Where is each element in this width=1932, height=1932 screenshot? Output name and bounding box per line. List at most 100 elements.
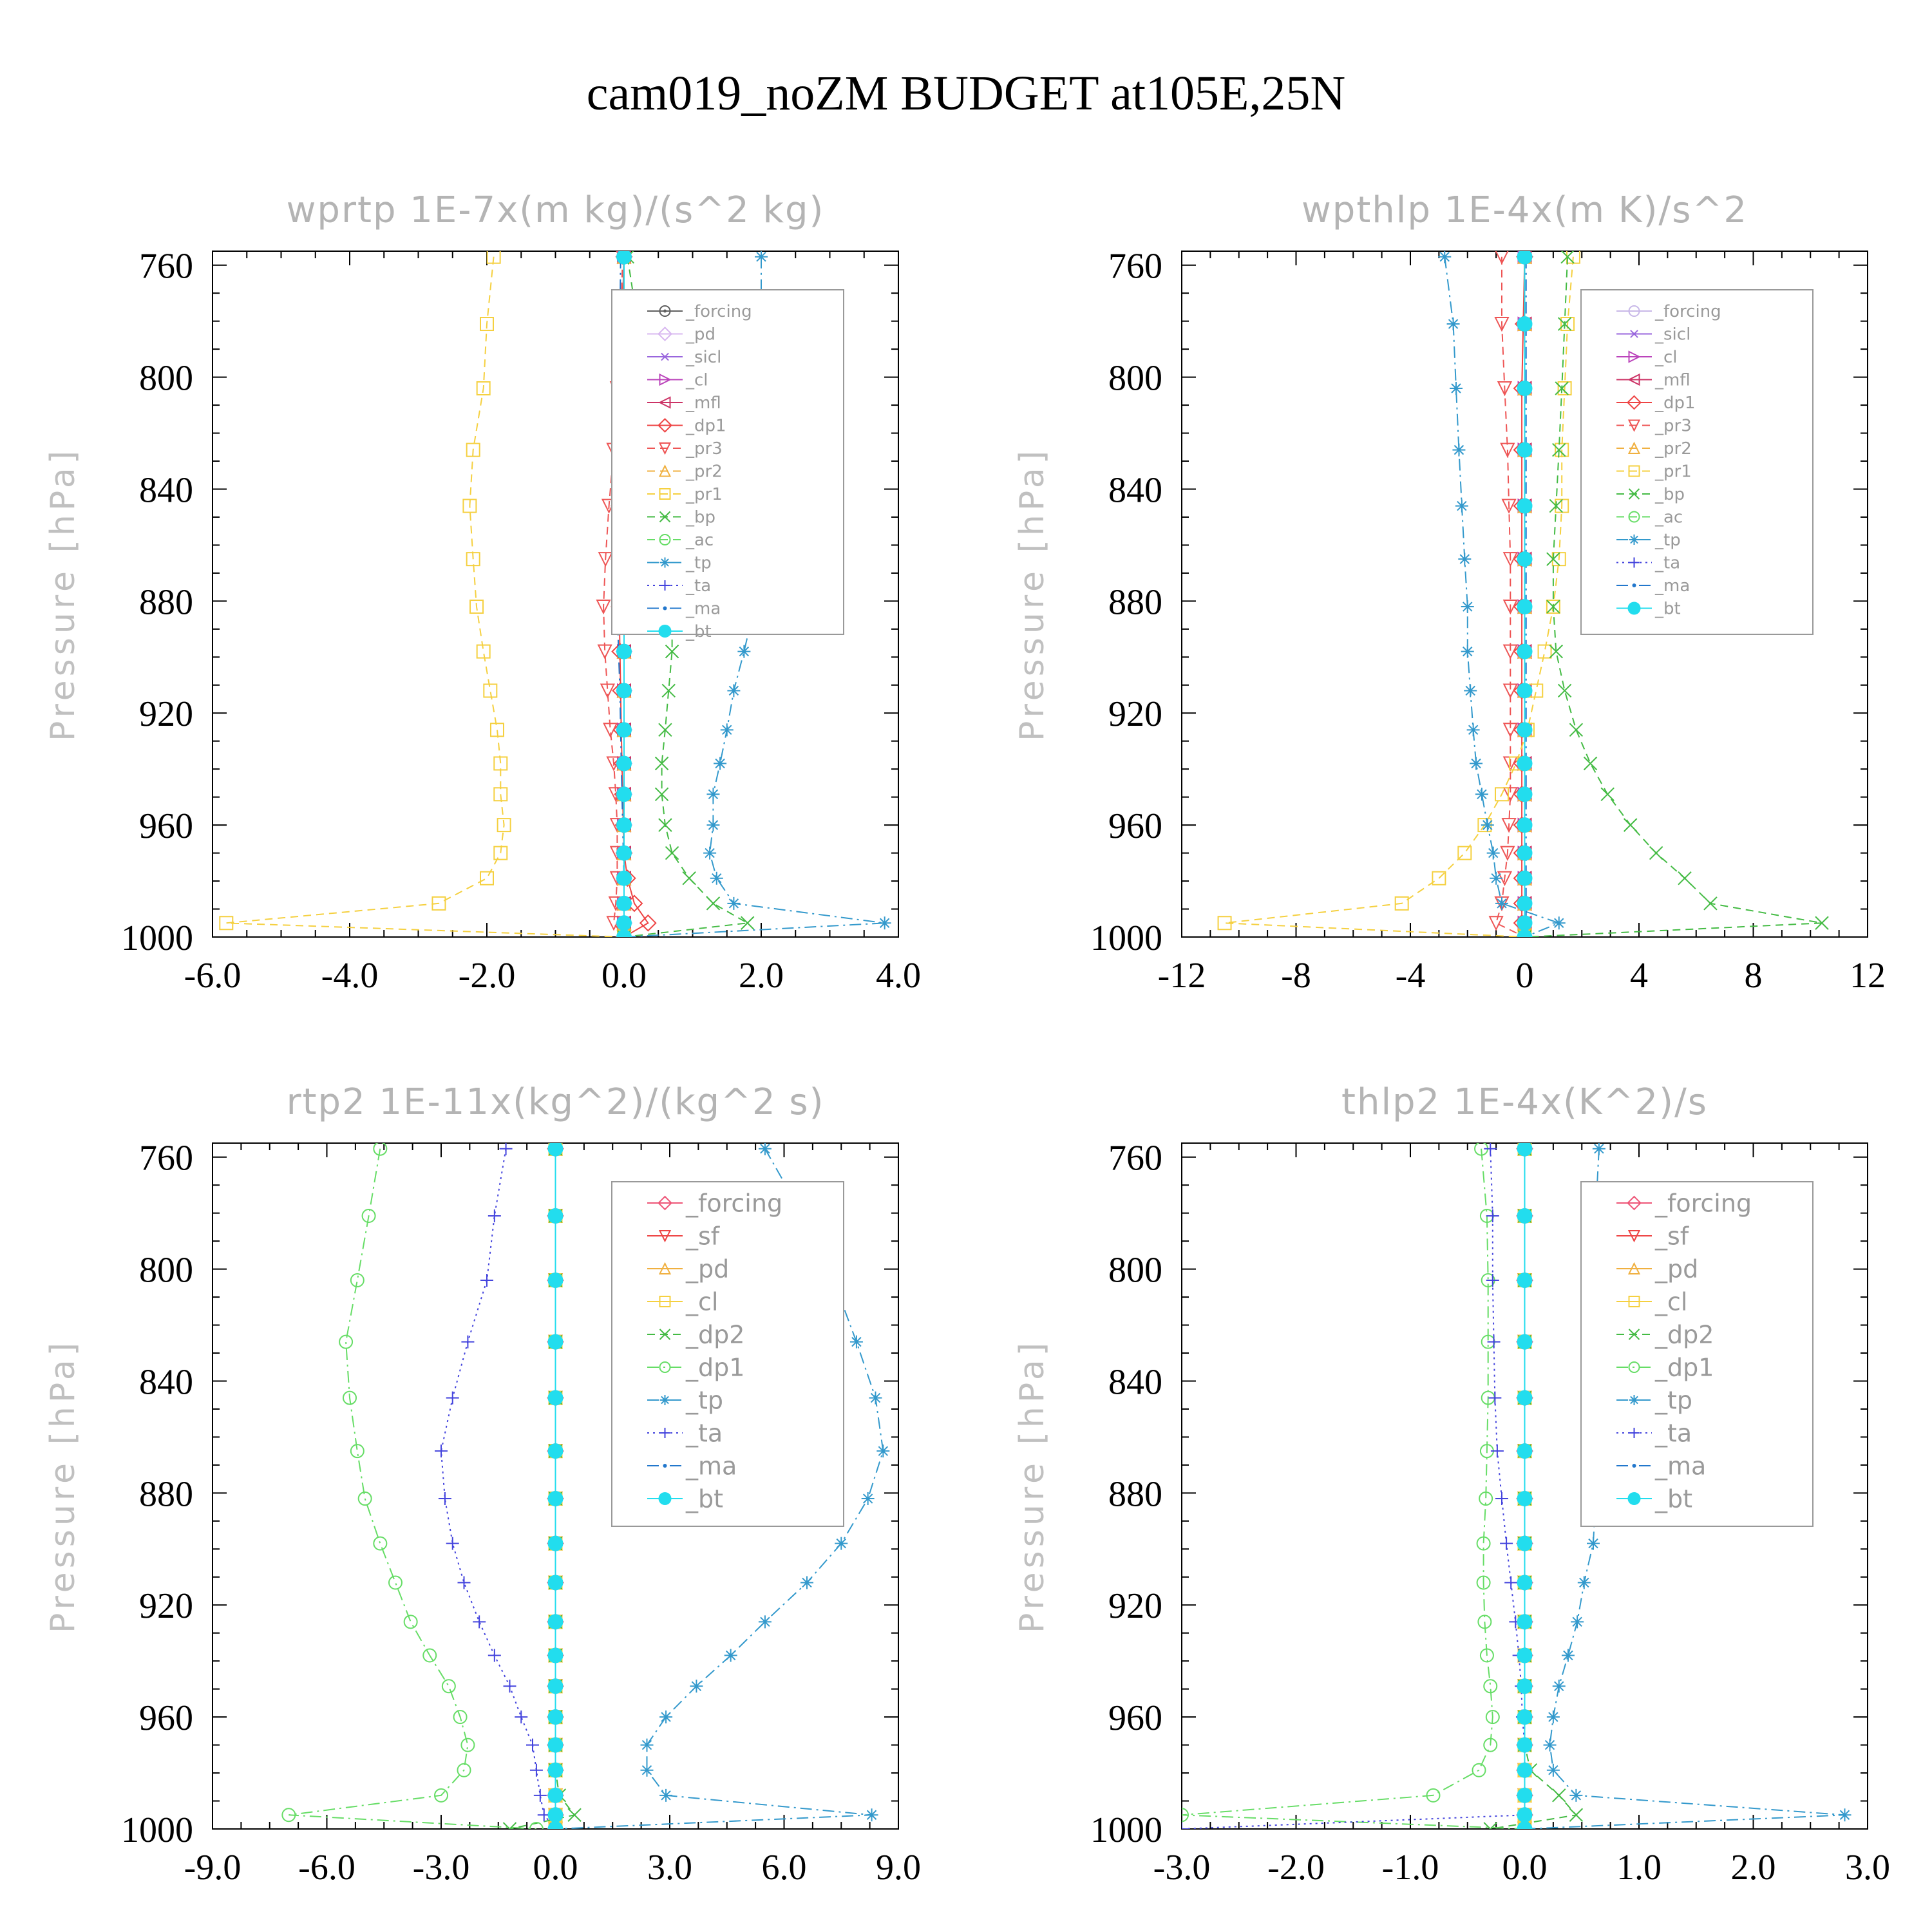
legend-label: _cl	[685, 1287, 718, 1316]
data-point-tp	[758, 1143, 772, 1155]
legend-marker	[663, 606, 667, 611]
data-point-dp1	[453, 1710, 468, 1725]
y-tick-label: 880	[1108, 582, 1162, 622]
legend-marker	[1629, 1428, 1640, 1438]
series-line-dp1	[289, 1148, 536, 1829]
data-point-bt	[616, 915, 632, 931]
legend-marker	[1628, 1361, 1640, 1373]
legend-label: _cl	[1654, 1287, 1687, 1316]
data-point-ta	[461, 1335, 475, 1349]
data-point-bt	[616, 722, 632, 738]
x-tick-label: -3.0	[413, 1848, 470, 1888]
legend-label: _pr1	[685, 485, 723, 504]
legend-marker	[663, 1464, 667, 1468]
series-group	[1217, 251, 1829, 937]
data-point-tp	[1490, 871, 1503, 885]
data-point-bt	[547, 1678, 564, 1694]
data-point-pr1	[483, 683, 498, 698]
data-point-tp	[849, 1335, 863, 1349]
data-point-ta	[1495, 1492, 1508, 1506]
data-point-tp	[1561, 1649, 1575, 1662]
data-point-bp	[661, 683, 676, 698]
series-line-pr3	[1495, 256, 1525, 937]
data-point-bt	[1517, 1762, 1533, 1778]
data-point-bp	[1678, 871, 1692, 886]
data-point-dp2	[1483, 1822, 1497, 1829]
legend-label: _ma	[685, 600, 721, 619]
legend-label: _mfl	[685, 393, 721, 413]
data-point-bt	[616, 929, 632, 937]
data-point-bp	[1549, 644, 1564, 659]
data-point-bp	[1815, 916, 1829, 930]
data-point-tp	[1571, 1615, 1584, 1629]
data-point-bt	[1517, 251, 1533, 265]
data-point-bp	[706, 896, 721, 911]
legend-marker	[1628, 305, 1640, 317]
data-point-bp	[1546, 600, 1560, 614]
data-point-dp1	[1483, 1679, 1498, 1694]
legend-marker	[658, 1262, 672, 1274]
data-point-pr3	[1501, 498, 1517, 514]
x-tick-label: 0	[1516, 956, 1534, 996]
legend-label: _pr2	[1654, 439, 1692, 459]
data-point-pr3	[1500, 442, 1515, 458]
legend-label: _bt	[685, 1484, 723, 1513]
data-point-tp	[1838, 1808, 1852, 1822]
y-axis: 760 800 840 880 920 960 1000	[1090, 247, 1868, 958]
legend-label: _forcing	[1654, 1189, 1752, 1217]
y-tick-label: 800	[1108, 359, 1162, 399]
data-point-tp	[1458, 553, 1472, 566]
legend-marker	[658, 1492, 672, 1505]
data-point-bt	[547, 1491, 564, 1507]
data-point-ta	[457, 1576, 471, 1589]
x-tick-label: -2.0	[459, 956, 516, 996]
legend: _forcing _sicl _cl _mfl _dp1 _pr3 _pr2 _pr1 _bp _…	[1580, 289, 1814, 635]
legend-marker	[658, 396, 671, 409]
data-point-bp	[1557, 317, 1572, 331]
data-point-pr3	[597, 644, 612, 659]
data-point-tp	[1455, 499, 1468, 513]
data-point-dp1	[1476, 1536, 1491, 1551]
data-point-pr1	[1432, 871, 1446, 886]
legend: _forcing _sf _pd _cl _dp2 _dp1 _tp _ta _ma _bt	[611, 1181, 844, 1527]
panel-2: wpthlp 1E-4x(m K)/s^2 Pressure [hPa] -12 -8…	[1013, 189, 1886, 996]
figure-title: cam019_noZM BUDGET at105E,25N	[587, 66, 1346, 120]
data-point-tp	[1452, 443, 1466, 457]
data-point-bt	[547, 1787, 564, 1803]
legend-marker	[659, 1361, 671, 1373]
data-point-bt	[1517, 1390, 1533, 1406]
legend-marker	[1627, 1492, 1641, 1505]
y-tick-label: 840	[1108, 1362, 1162, 1402]
data-point-tp	[727, 684, 741, 697]
x-tick-label: 2.0	[739, 956, 784, 996]
data-point-bt	[1517, 1334, 1533, 1350]
legend-marker	[1629, 1395, 1640, 1405]
data-point-dp1	[1472, 1763, 1486, 1777]
data-point-tp	[1450, 382, 1463, 395]
data-point-dp1	[441, 1679, 456, 1694]
data-point-bp	[1703, 896, 1718, 911]
x-axis: -12 -8 -4 0 4 8 12	[1158, 251, 1886, 996]
data-point-dp1	[281, 1808, 296, 1823]
legend-marker	[659, 1296, 671, 1307]
legend-marker	[1628, 1329, 1640, 1340]
data-point-ta	[515, 1710, 528, 1724]
x-tick-label: 0.0	[533, 1848, 578, 1888]
y-tick-label: 800	[1108, 1251, 1162, 1291]
x-axis: -3.0 -2.0 -1.0 0.0 1.0 2.0 3.0	[1153, 1143, 1890, 1888]
data-point-bt	[1517, 1273, 1533, 1288]
data-point-bt	[547, 1647, 564, 1663]
data-point-tp	[659, 1788, 673, 1802]
y-tick-label: 920	[1108, 1586, 1162, 1626]
legend-marker	[1627, 1195, 1642, 1211]
data-point-tp	[706, 819, 720, 832]
data-point-bt	[1517, 845, 1533, 861]
y-axis-label: Pressure [hPa]	[44, 447, 82, 741]
data-point-tp	[1587, 1537, 1600, 1550]
legend-marker	[1628, 350, 1641, 363]
legend-marker	[1627, 1262, 1641, 1274]
data-point-bt	[616, 643, 632, 659]
legend-box	[611, 289, 844, 635]
data-point-tp	[1592, 1143, 1605, 1155]
